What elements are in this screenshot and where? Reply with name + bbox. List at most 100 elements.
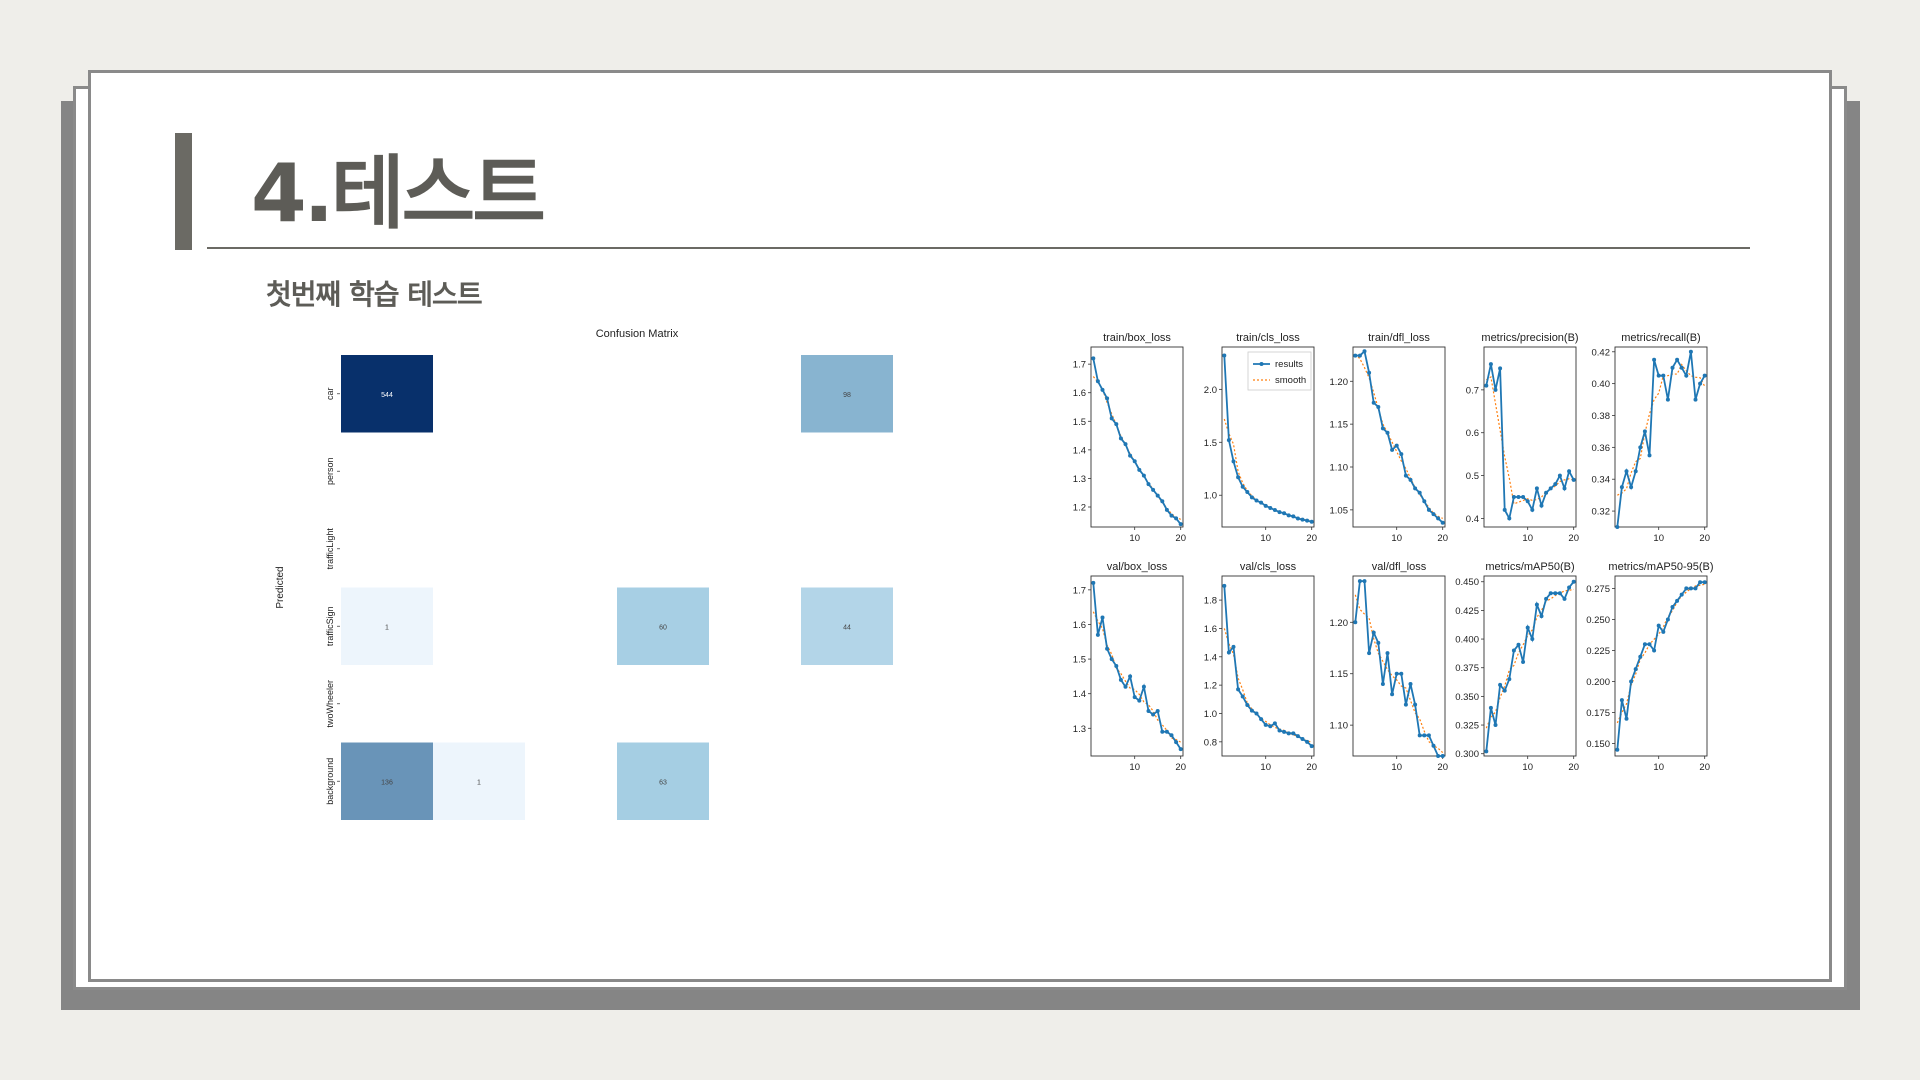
results-point <box>1557 591 1562 596</box>
results-point <box>1263 722 1268 727</box>
y-tick-label: 1.20 <box>1330 377 1349 388</box>
panel-frame <box>1483 346 1577 528</box>
y-tick-label: 0.6 <box>1466 428 1479 439</box>
results-point <box>1226 438 1231 443</box>
results-point <box>1291 731 1296 736</box>
results-point <box>1698 381 1703 386</box>
results-point <box>1123 442 1128 447</box>
results-point <box>1417 490 1422 495</box>
results-series-line <box>1616 351 1706 528</box>
results-point <box>1562 486 1567 491</box>
results-point <box>1178 522 1183 527</box>
slide-title: 4.테스트 <box>251 147 546 240</box>
panel-frame <box>1221 575 1315 757</box>
results-point <box>1109 657 1114 662</box>
confusion-matrix-chart: Confusion Matrix Predicted car person traffi… <box>275 328 893 820</box>
results-point <box>1665 397 1670 402</box>
y-tick-label: 1.05 <box>1330 505 1349 516</box>
results-point <box>1698 580 1703 585</box>
y-tick-label: 1.2 <box>1204 681 1217 692</box>
results-point <box>1530 637 1535 642</box>
smooth-series-line <box>1617 363 1706 496</box>
x-tick-label: 10 <box>1260 533 1271 544</box>
results-point <box>1309 744 1314 749</box>
results-point <box>1367 651 1372 656</box>
y-tick-label: 1.7 <box>1073 360 1086 371</box>
smooth-series-line <box>1485 588 1574 729</box>
y-tick-label: 0.175 <box>1586 708 1610 719</box>
results-point <box>1114 422 1119 427</box>
results-point <box>1259 717 1264 722</box>
results-point <box>1539 503 1544 508</box>
results-point <box>1353 353 1358 358</box>
results-point <box>1521 495 1526 499</box>
results-point <box>1665 617 1670 622</box>
results-point <box>1226 650 1231 655</box>
results-point <box>1413 702 1418 707</box>
results-point <box>1642 429 1647 434</box>
results-point <box>1259 500 1264 505</box>
results-point <box>1371 630 1376 635</box>
results-point <box>1231 459 1236 464</box>
y-tick-label: 1.6 <box>1073 620 1086 631</box>
y-tick-label: 1.15 <box>1330 420 1349 431</box>
x-tick-label: 20 <box>1175 762 1186 773</box>
cm-cell-label: 544 <box>381 392 393 399</box>
results-point <box>1525 625 1530 630</box>
results-point <box>1440 520 1445 525</box>
results-point <box>1422 499 1427 504</box>
panel-frame <box>1352 575 1446 757</box>
results-point <box>1118 677 1123 682</box>
results-point <box>1295 516 1300 521</box>
results-point <box>1688 586 1693 591</box>
results-point <box>1240 694 1245 699</box>
y-tick-label: 1.4 <box>1073 445 1086 456</box>
results-point <box>1661 373 1666 378</box>
panel-title: metrics/mAP50-95(B) <box>1608 561 1713 573</box>
results-point <box>1249 495 1254 500</box>
results-point <box>1309 519 1314 524</box>
cm-cell <box>341 587 433 665</box>
results-point <box>1178 747 1183 752</box>
results-point <box>1295 734 1300 739</box>
cm-title: Confusion Matrix <box>596 328 679 340</box>
y-tick-label: 0.38 <box>1592 411 1611 422</box>
results-point <box>1521 659 1526 664</box>
results-point <box>1619 698 1624 703</box>
x-tick-label: 20 <box>1699 533 1710 544</box>
results-point <box>1684 373 1689 378</box>
results-point <box>1100 387 1105 392</box>
results-point <box>1268 724 1273 729</box>
results-point <box>1422 733 1427 738</box>
cm-cell-label: 136 <box>381 779 393 786</box>
results-point <box>1511 648 1516 653</box>
smooth-series-line <box>1485 376 1574 505</box>
results-point <box>1376 405 1381 409</box>
results-point <box>1286 731 1291 736</box>
results-point <box>1629 679 1634 684</box>
results-point <box>1548 486 1553 491</box>
y-tick-label: 0.150 <box>1586 739 1610 750</box>
results-point <box>1548 591 1553 596</box>
smooth-series-line <box>1354 353 1443 519</box>
results-point <box>1507 516 1512 521</box>
results-point <box>1431 743 1436 748</box>
y-tick-label: 1.8 <box>1204 596 1217 607</box>
results-point <box>1702 580 1707 585</box>
results-point <box>1236 687 1241 692</box>
results-point <box>1394 443 1399 448</box>
x-tick-label: 10 <box>1653 533 1664 544</box>
smooth-series-line <box>1223 628 1312 743</box>
results-point <box>1236 475 1241 480</box>
y-tick-label: 1.0 <box>1204 491 1217 502</box>
y-tick-label: 0.40 <box>1592 379 1611 390</box>
cm-cell-label: 98 <box>843 392 851 399</box>
results-point <box>1291 514 1296 519</box>
y-tick-label: 0.450 <box>1455 577 1479 588</box>
y-tick-label: 0.8 <box>1204 737 1217 748</box>
y-tick-label: 1.6 <box>1073 388 1086 399</box>
results-point <box>1431 512 1436 517</box>
results-point <box>1670 365 1675 370</box>
results-point <box>1544 596 1549 601</box>
results-point <box>1652 648 1657 653</box>
